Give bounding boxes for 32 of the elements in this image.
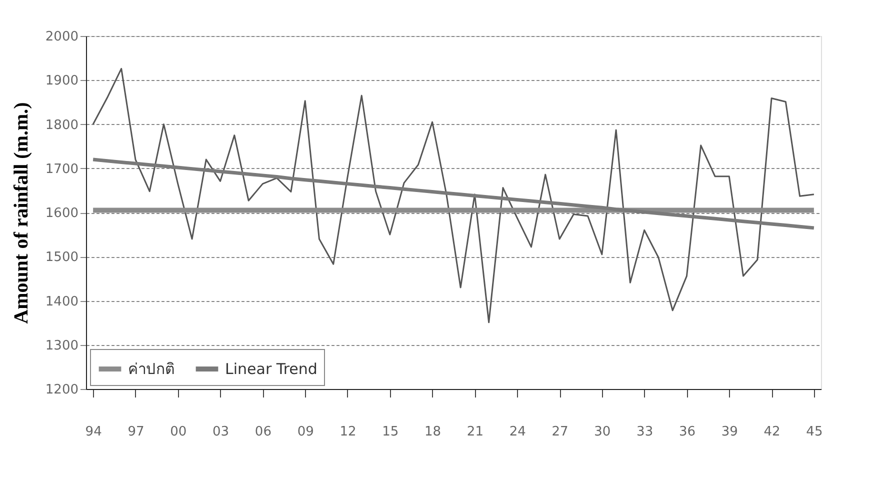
y-tick-label: 1400 [45, 294, 78, 310]
y-tick-label: 2000 [45, 30, 78, 44]
y-tick-label: 1200 [45, 382, 78, 398]
x-tick-label: 42 [764, 424, 780, 440]
x-tick-label: 15 [382, 424, 399, 440]
y-tick-label: 1700 [45, 162, 78, 177]
y-tick-label: 1800 [45, 118, 78, 133]
x-tick-label: 24 [509, 424, 526, 440]
x-tick-label: 45 [806, 424, 823, 440]
x-tick-label: 97 [128, 424, 144, 440]
x-tick-label: 12 [340, 424, 356, 440]
x-tick-label: 33 [636, 424, 654, 440]
x-tick-label: 94 [85, 424, 102, 440]
x-tick-label: 21 [466, 424, 484, 440]
x-tick-label: 27 [552, 424, 568, 440]
x-tick-label: 36 [678, 424, 696, 440]
x-tick-label: 00 [170, 424, 187, 440]
legend-label: Linear Trend [225, 360, 318, 378]
line-series [92, 68, 815, 324]
y-axis-title: Amount of rainfall (m.m.) [10, 102, 32, 324]
y-tick-label: 1900 [45, 74, 78, 89]
line-series [91, 158, 816, 230]
x-tick-label: 18 [424, 424, 442, 440]
x-tick-label: 09 [297, 424, 314, 440]
x-tick-label: 30 [594, 424, 611, 440]
y-tick-label: 1500 [45, 250, 78, 266]
x-tick-label: 03 [212, 424, 230, 440]
x-tick-label: 06 [254, 424, 272, 440]
x-tick-label: 39 [721, 424, 738, 440]
y-tick-label: 1300 [45, 338, 78, 354]
legend-label: ค่าปกติ [128, 360, 175, 378]
y-tick-label: 1600 [45, 206, 78, 221]
